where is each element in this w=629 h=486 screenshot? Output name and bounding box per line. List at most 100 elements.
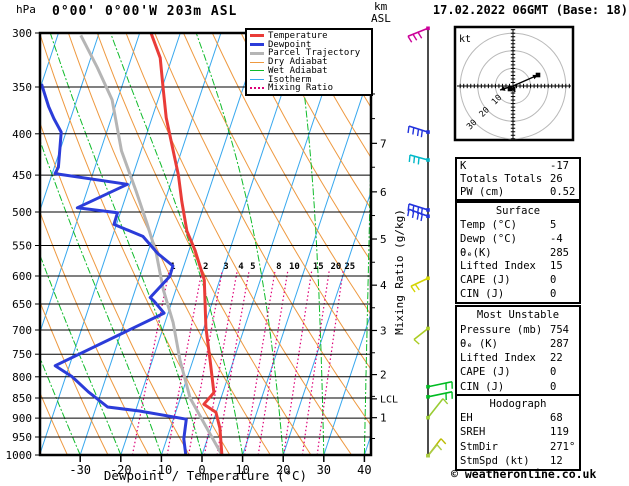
legend-label: Dewpoint bbox=[268, 39, 312, 50]
stat-label: StmDir bbox=[460, 440, 498, 453]
stat-label: EH bbox=[460, 412, 473, 425]
stat-value: 271° bbox=[550, 440, 576, 453]
stat-row-surface-dewp: Dewp (°C) -4 bbox=[457, 233, 579, 245]
legend-item-parcel: Parcel Trajectory bbox=[247, 49, 371, 58]
stat-label: K bbox=[460, 160, 467, 172]
stat-row-surface-thetae: θₑ(K) 285 bbox=[457, 247, 579, 259]
stat-row-stmdir: StmDir 271° bbox=[457, 441, 579, 453]
stat-label: θₑ(K) bbox=[460, 246, 492, 259]
svg-text:950: 950 bbox=[12, 431, 32, 444]
legend: Temperature Dewpoint Parcel Trajectory D… bbox=[245, 28, 373, 96]
isotherm-line-swatch bbox=[250, 79, 264, 80]
page-title: 0°00' 0°00'W 203m ASL bbox=[52, 4, 238, 19]
svg-text:3: 3 bbox=[380, 324, 387, 337]
wind-barb bbox=[426, 380, 453, 390]
svg-text:850: 850 bbox=[12, 392, 32, 405]
wind-barb bbox=[426, 398, 449, 420]
copyright: © weatheronline.co.uk bbox=[451, 467, 597, 481]
stat-row-totals-totals: Totals Totals 26 bbox=[457, 173, 579, 185]
dewpoint-curve bbox=[40, 83, 188, 455]
stat-value: 68 bbox=[550, 412, 563, 425]
stat-row-mu-thetae: θₑ (K) 287 bbox=[457, 338, 579, 350]
temperature-line-swatch bbox=[250, 34, 264, 38]
wind-barb-column bbox=[407, 26, 453, 458]
legend-label: Isotherm bbox=[268, 74, 312, 85]
pressure-axis-unit: hPa bbox=[16, 3, 36, 16]
sounding-curves bbox=[40, 33, 224, 455]
datetime-label: 17.02.2022 06GMT (Base: 18) bbox=[432, 3, 628, 17]
legend-item-dry-adiabat: Dry Adiabat bbox=[247, 57, 371, 67]
svg-text:20: 20 bbox=[330, 262, 341, 272]
legend-label: Temperature bbox=[268, 30, 328, 41]
stat-value: 0 bbox=[550, 366, 557, 379]
dry-adiabat-line-swatch bbox=[250, 61, 264, 63]
stat-row-mu-pressure: Pressure (mb) 754 bbox=[457, 324, 579, 336]
stat-row-surface-temp: Temp (°C) 5 bbox=[457, 219, 579, 231]
stat-value: 26 bbox=[550, 173, 563, 185]
stat-row-mu-cin: CIN (J) 0 bbox=[457, 381, 579, 393]
stat-value: 12 bbox=[550, 454, 563, 467]
stat-row-pw: PW (cm) 0.52 bbox=[457, 186, 579, 198]
svg-text:900: 900 bbox=[12, 412, 32, 425]
stat-value: 0 bbox=[550, 288, 557, 301]
legend-label: Mixing Ratio bbox=[268, 83, 334, 94]
legend-item-mixing-ratio: Mixing Ratio bbox=[247, 83, 371, 94]
stat-label: CIN (J) bbox=[460, 288, 505, 301]
hodograph-stats-box: Hodograph EH 68 SREH 119 StmDir 271° StmSpd… bbox=[455, 394, 581, 471]
svg-text:300: 300 bbox=[12, 27, 32, 40]
stat-label: Lifted Index bbox=[460, 352, 536, 365]
stat-label: Totals Totals bbox=[460, 173, 543, 185]
svg-text:600: 600 bbox=[12, 270, 32, 283]
svg-text:5: 5 bbox=[380, 233, 387, 246]
stat-value: 754 bbox=[550, 323, 569, 336]
svg-text:2: 2 bbox=[380, 369, 387, 382]
most-unstable-box: Most Unstable Pressure (mb) 754 θₑ (K) 287… bbox=[455, 305, 581, 397]
wet-adiabat-lines bbox=[40, 33, 371, 455]
svg-text:500: 500 bbox=[12, 206, 32, 219]
stat-value: -4 bbox=[550, 232, 563, 245]
wind-barb bbox=[426, 391, 453, 401]
temperature-curve bbox=[149, 33, 224, 455]
wet-adiabat-line-swatch bbox=[250, 70, 264, 72]
stat-value: 0 bbox=[550, 380, 557, 393]
temperature-axis: -30 -20 -10 0 10 20 30 40 bbox=[69, 456, 372, 477]
stat-value: 285 bbox=[550, 246, 569, 259]
svg-text:1: 1 bbox=[380, 412, 387, 425]
legend-label: Dry Adiabat bbox=[268, 57, 328, 67]
legend-item-isotherm: Isotherm bbox=[247, 74, 371, 85]
wind-barb bbox=[407, 26, 430, 43]
stat-value: 119 bbox=[550, 426, 569, 439]
wind-barb bbox=[408, 154, 430, 165]
stat-label: CIN (J) bbox=[460, 380, 505, 393]
stat-label: Lifted Index bbox=[460, 260, 536, 273]
stat-label: PW (cm) bbox=[460, 186, 505, 198]
svg-text:450: 450 bbox=[12, 169, 32, 182]
svg-text:4: 4 bbox=[238, 262, 244, 272]
svg-text:400: 400 bbox=[12, 128, 32, 141]
stat-label: StmSpd (kt) bbox=[460, 454, 530, 467]
svg-text:30: 30 bbox=[317, 463, 331, 477]
stat-row-sreh: SREH 119 bbox=[457, 426, 579, 438]
stat-row-surface-cin: CIN (J) 0 bbox=[457, 288, 579, 300]
stat-label: SREH bbox=[460, 426, 486, 439]
most-unstable-box-title: Most Unstable bbox=[476, 309, 560, 322]
stat-value: 0.52 bbox=[550, 186, 576, 198]
svg-text:4: 4 bbox=[380, 279, 387, 292]
stat-row-surface-li: Lifted Index 15 bbox=[457, 260, 579, 272]
stat-value: 287 bbox=[550, 337, 569, 350]
svg-text:10: 10 bbox=[235, 463, 249, 477]
svg-text:-30: -30 bbox=[69, 463, 91, 477]
stat-label: θₑ (K) bbox=[460, 337, 498, 350]
svg-text:25: 25 bbox=[344, 262, 355, 272]
svg-text:800: 800 bbox=[12, 371, 32, 384]
svg-text:40: 40 bbox=[357, 463, 371, 477]
svg-text:10: 10 bbox=[289, 262, 300, 272]
surface-box: Surface Temp (°C) 5 Dewp (°C) -4 θₑ(K) 285 … bbox=[455, 201, 581, 304]
mixing-ratio-line-swatch bbox=[250, 87, 264, 90]
svg-text:2: 2 bbox=[203, 262, 208, 272]
wind-barb bbox=[407, 125, 430, 138]
stat-label: Temp (°C) bbox=[460, 218, 517, 231]
plot-frame bbox=[38, 31, 373, 457]
dewpoint-line-swatch bbox=[250, 43, 264, 46]
